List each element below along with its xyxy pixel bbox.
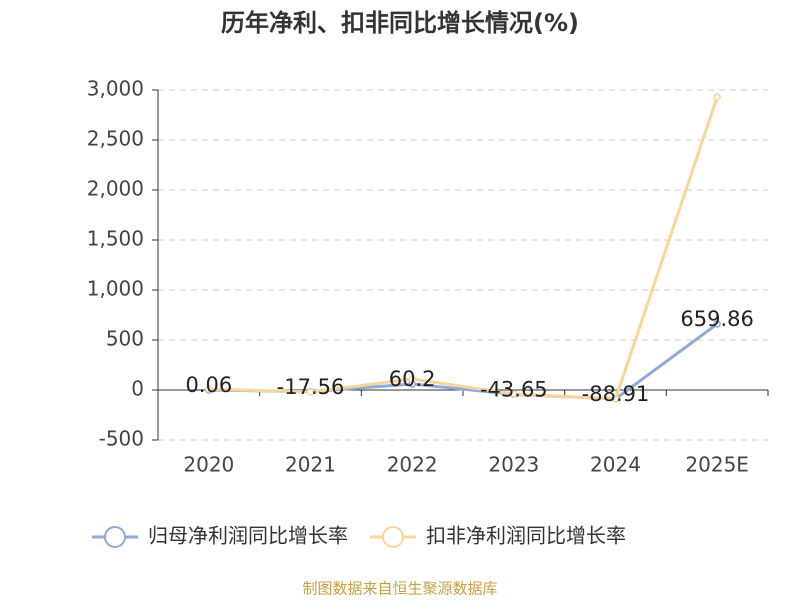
x-tick-label: 2024 [590, 453, 641, 477]
chart-title: 历年净利、扣非同比增长情况(%) [221, 9, 579, 37]
legend-item[interactable]: 归母净利润同比增长率 [92, 524, 348, 548]
x-tick-label: 2022 [387, 453, 438, 477]
legend-marker [104, 526, 126, 548]
data-label: 0.06 [185, 373, 232, 397]
point [408, 375, 416, 383]
y-tick-label: 500 [106, 327, 144, 351]
legend-label: 扣非净利润同比增长率 [426, 524, 626, 548]
x-tick-label: 2020 [183, 453, 234, 477]
legend-item[interactable]: 扣非净利润同比增长率 [370, 524, 626, 548]
data-label: -88.91 [582, 382, 650, 406]
data-label: -43.65 [480, 377, 548, 401]
x-tick-label: 2025E [685, 453, 749, 477]
point [713, 320, 721, 328]
footer: 制图数据来自恒生聚源数据库 [302, 580, 497, 598]
y-tick-label: 1,500 [87, 227, 144, 251]
data-label: -17.56 [277, 375, 345, 399]
y-tick-label: 2,500 [87, 127, 144, 151]
point [205, 385, 213, 393]
legend-marker [382, 526, 404, 548]
y-tick-label: 0 [131, 377, 144, 401]
data-label: 60.2 [389, 367, 436, 391]
y-tick-label: 2,000 [87, 177, 144, 201]
y-tick-label: -500 [99, 427, 144, 451]
point [611, 395, 620, 403]
point [306, 388, 315, 396]
data-label: 659.86 [680, 307, 753, 331]
point [510, 390, 518, 398]
point [713, 93, 721, 101]
x-tick-label: 2023 [488, 453, 539, 477]
y-tick-label: 1,000 [87, 277, 144, 301]
legend-label: 归母净利润同比增长率 [148, 524, 348, 548]
series-line [208, 96, 719, 401]
x-tick-label: 2021 [285, 453, 336, 477]
y-tick-label: 3,000 [87, 77, 144, 101]
